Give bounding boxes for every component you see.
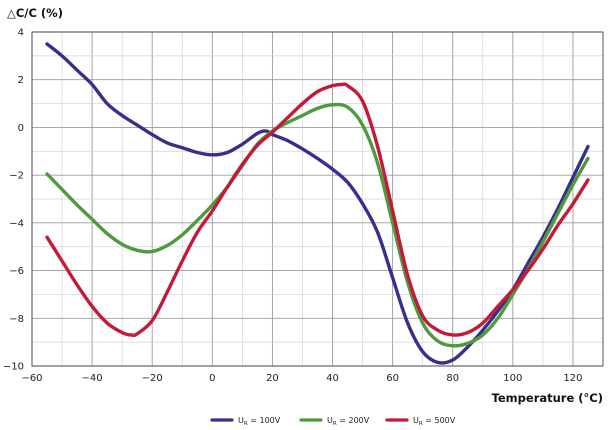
- y-tick-label: −4: [9, 218, 24, 229]
- legend-item: UR = 500V: [385, 416, 456, 427]
- x-tick-label: −60: [21, 373, 42, 384]
- series-lines: [45, 42, 590, 365]
- x-axis-title: Temperature (°C): [492, 391, 603, 405]
- legend-item: UR = 100V: [210, 416, 281, 427]
- x-tick-label: 80: [446, 373, 459, 384]
- x-tick-label: −20: [142, 373, 163, 384]
- legend: UR = 100V UR = 200V UR = 500V: [210, 416, 456, 427]
- series-line-3: [45, 82, 590, 338]
- y-axis-title: △C/C (%): [7, 6, 63, 20]
- y-tick-label: −8: [9, 314, 24, 325]
- y-tick-label: −6: [9, 266, 24, 277]
- legend-label: UR = 200V: [327, 416, 370, 427]
- y-tick-label: 0: [18, 123, 24, 134]
- x-tick-label: 40: [326, 373, 339, 384]
- x-tick-labels: −60 −40 −20 0 20 40 60 80 100 120: [21, 373, 582, 384]
- legend-label: UR = 500V: [413, 416, 456, 427]
- x-tick-label: 0: [209, 373, 215, 384]
- y-tick-label: −2: [9, 171, 24, 182]
- legend-item: UR = 200V: [299, 416, 370, 427]
- plot-frame: [31, 31, 604, 367]
- x-tick-label: 20: [266, 373, 279, 384]
- y-tick-label: 4: [18, 28, 24, 39]
- y-tick-labels: −10 −8 −6 −4 −2 0 2 4: [3, 28, 24, 373]
- x-tick-label: −40: [82, 373, 103, 384]
- series-line-2: [45, 102, 590, 348]
- y-tick-label: −10: [3, 362, 24, 373]
- x-tick-label: 100: [503, 373, 522, 384]
- x-tick-label: 120: [563, 373, 582, 384]
- y-tick-label: 2: [18, 75, 24, 86]
- legend-label: UR = 100V: [238, 416, 281, 427]
- series-line-1: [45, 42, 590, 365]
- x-tick-label: 60: [386, 373, 399, 384]
